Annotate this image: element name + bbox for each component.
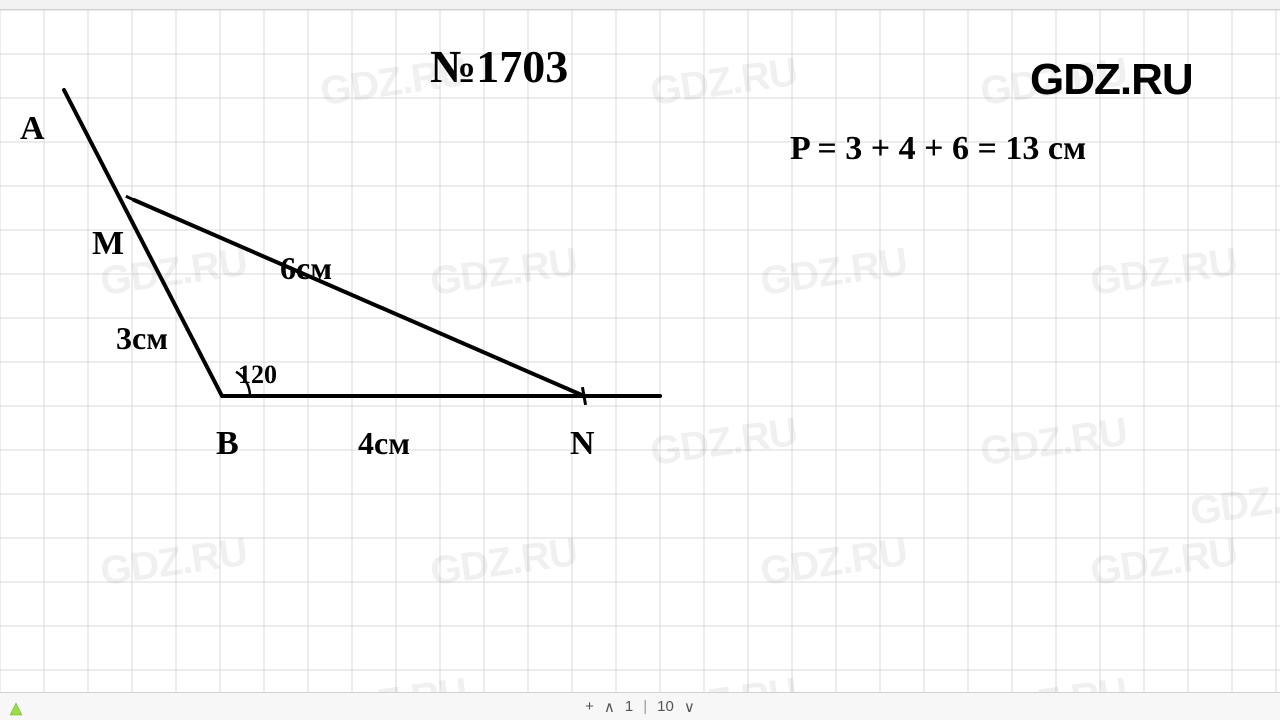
- graph-paper: [0, 10, 1280, 692]
- page-navigation: + ∧ 1 | 10 ∨: [585, 698, 695, 716]
- angle-label: 120: [238, 360, 277, 390]
- next-page-button[interactable]: ∨: [684, 698, 695, 716]
- zoom-plus-button[interactable]: +: [585, 698, 594, 715]
- bottom-toolbar: + ∧ 1 | 10 ∨: [0, 692, 1280, 720]
- point-label-b: B: [216, 425, 239, 463]
- page-separator: |: [643, 698, 647, 715]
- page-current: 1: [625, 698, 633, 715]
- length-label-4: 4см: [358, 425, 410, 462]
- page-total: 10: [657, 698, 674, 715]
- grid-svg: [0, 10, 1280, 692]
- top-bar: [0, 0, 1280, 10]
- point-label-m: M: [92, 225, 124, 263]
- length-label-6: 6см: [280, 250, 332, 287]
- point-label-n: N: [570, 425, 595, 463]
- site-logo: GDZ.RU: [1030, 55, 1193, 105]
- page-root: GDZ.RUGDZ.RUGDZ.RUGDZ.RUGDZ.RUGDZ.RUGDZ.…: [0, 0, 1280, 720]
- point-label-a: A: [20, 110, 45, 148]
- paint-tool-icon[interactable]: [6, 697, 26, 717]
- prev-page-button[interactable]: ∧: [604, 698, 615, 716]
- problem-number: №1703: [430, 40, 568, 93]
- perimeter-equation: P = 3 + 4 + 6 = 13 см: [790, 130, 1086, 168]
- length-label-3: 3см: [116, 320, 168, 357]
